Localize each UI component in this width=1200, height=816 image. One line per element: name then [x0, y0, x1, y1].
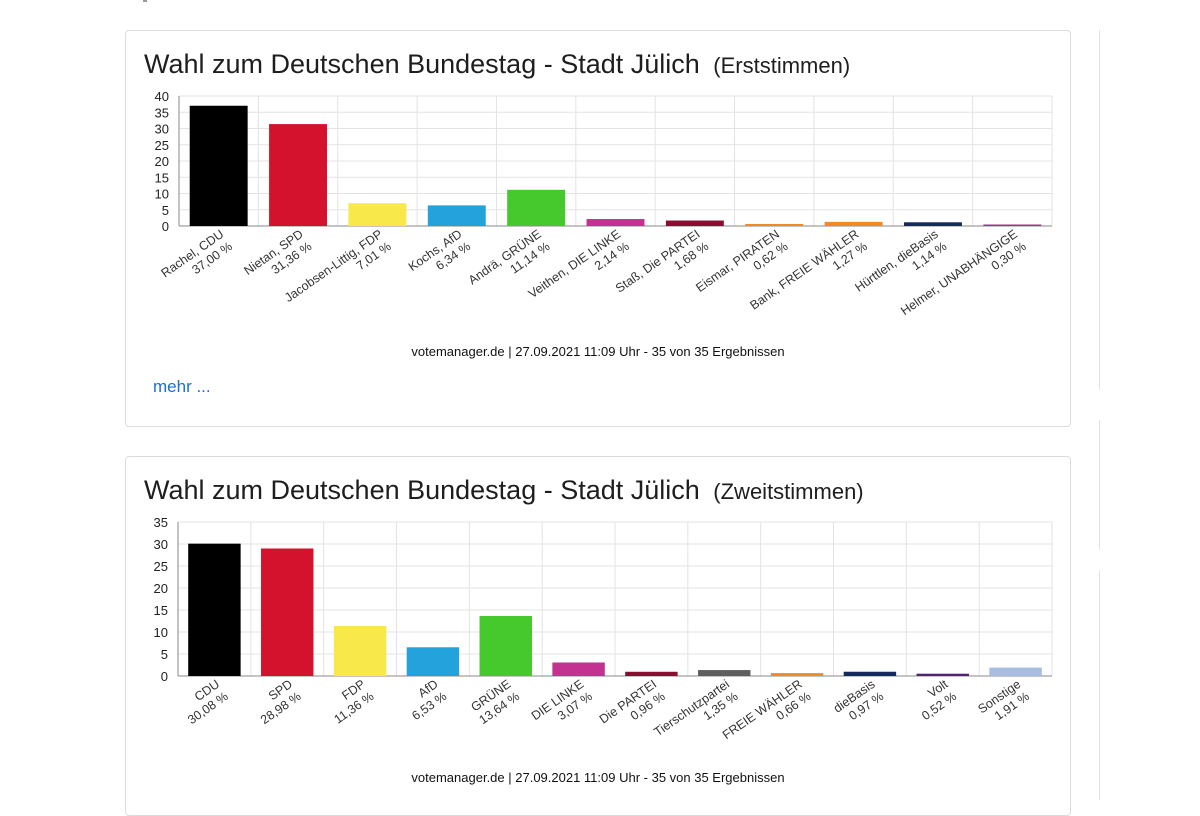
y-tick-label: 30	[155, 122, 169, 137]
chart-subtitle: (Zweitstimmen)	[713, 479, 864, 504]
chart-source: votemanager.de | 27.09.2021 11:09 Uhr - …	[411, 770, 785, 785]
bar[interactable]	[552, 662, 605, 676]
more-link[interactable]: mehr ...	[153, 377, 211, 396]
chart-card-erststimmen: Wahl zum Deutschen Bundestag - Stadt Jül…	[125, 30, 1071, 427]
y-tick-label: 35	[154, 515, 168, 530]
bar[interactable]	[269, 124, 328, 226]
bar[interactable]	[824, 221, 883, 226]
chart-title: Wahl zum Deutschen Bundestag - Stadt Jül…	[144, 475, 864, 506]
bar[interactable]	[625, 671, 678, 676]
bar[interactable]	[698, 670, 751, 676]
right-column-edge	[1099, 570, 1100, 800]
chart-subtitle: (Erststimmen)	[713, 53, 851, 78]
bar[interactable]	[770, 673, 824, 676]
chart-card-zweitstimmen: Wahl zum Deutschen Bundestag - Stadt Jül…	[125, 456, 1071, 816]
bar[interactable]	[665, 220, 724, 226]
y-tick-label: 20	[155, 154, 169, 169]
bar[interactable]	[189, 105, 248, 226]
y-tick-label: 10	[155, 187, 169, 202]
bar[interactable]	[427, 205, 486, 226]
chart-source: votemanager.de | 27.09.2021 11:09 Uhr - …	[411, 344, 785, 359]
y-tick-label: 15	[154, 603, 168, 618]
bar[interactable]	[406, 647, 460, 676]
bar[interactable]	[745, 223, 804, 226]
bar[interactable]	[586, 219, 645, 226]
y-tick-label: 5	[161, 647, 168, 662]
page-top-fragment	[143, 0, 147, 2]
y-tick-label: 5	[162, 203, 169, 218]
bar[interactable]	[333, 626, 387, 676]
y-tick-label: 35	[155, 105, 169, 120]
y-tick-label: 40	[155, 89, 169, 104]
bar[interactable]	[479, 615, 532, 676]
y-tick-label: 25	[155, 138, 169, 153]
right-column-edge	[1099, 420, 1100, 550]
y-tick-label: 0	[162, 219, 169, 234]
y-tick-label: 25	[154, 559, 168, 574]
chart-title: Wahl zum Deutschen Bundestag - Stadt Jül…	[144, 49, 850, 80]
bar[interactable]	[843, 671, 897, 676]
bar[interactable]	[348, 203, 407, 226]
chart-title-text: Wahl zum Deutschen Bundestag - Stadt Jül…	[144, 475, 700, 505]
y-tick-label: 10	[154, 625, 168, 640]
bar[interactable]	[989, 667, 1042, 676]
y-tick-label: 30	[154, 537, 168, 552]
right-column-edge	[1099, 30, 1100, 390]
y-tick-label: 20	[154, 581, 168, 596]
bar[interactable]	[903, 222, 962, 226]
bar[interactable]	[261, 548, 314, 676]
y-tick-label: 0	[161, 669, 168, 684]
y-tick-label: 15	[155, 170, 169, 185]
bar[interactable]	[507, 189, 566, 226]
chart-title-text: Wahl zum Deutschen Bundestag - Stadt Jül…	[144, 49, 700, 79]
bar[interactable]	[983, 224, 1042, 227]
bar[interactable]	[916, 673, 969, 676]
bar[interactable]	[188, 543, 241, 676]
